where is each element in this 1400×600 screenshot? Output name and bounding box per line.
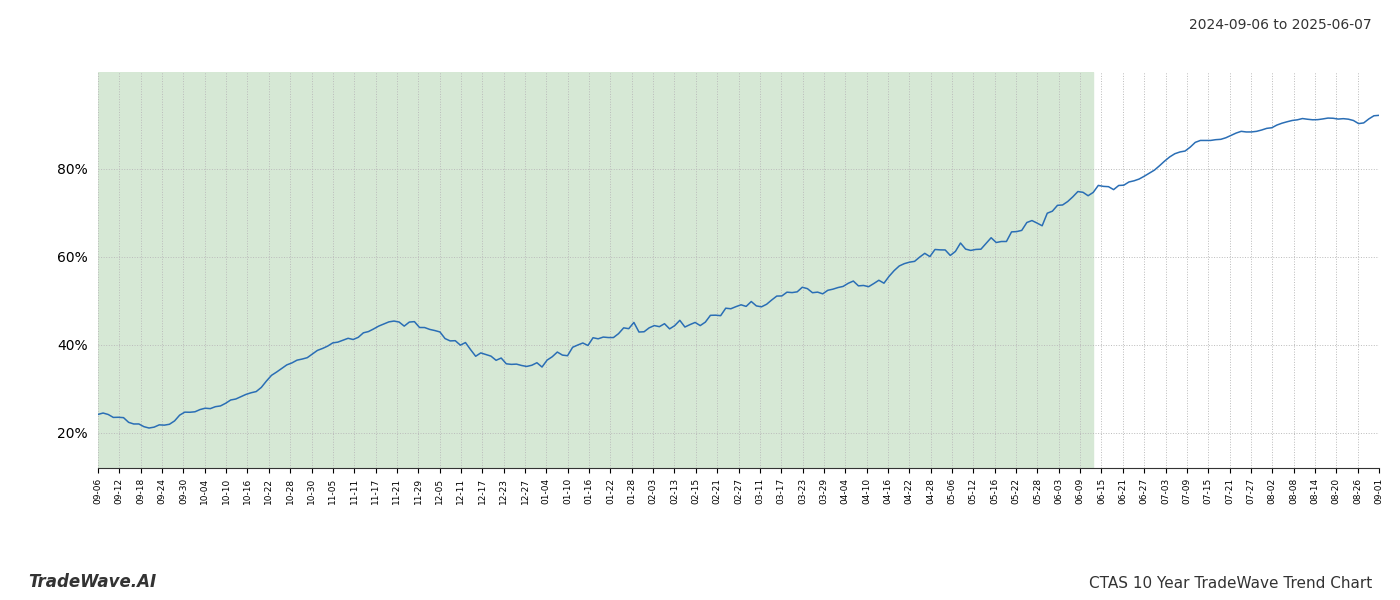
Text: 2024-09-06 to 2025-06-07: 2024-09-06 to 2025-06-07 <box>1190 18 1372 32</box>
Text: CTAS 10 Year TradeWave Trend Chart: CTAS 10 Year TradeWave Trend Chart <box>1089 576 1372 591</box>
Text: TradeWave.AI: TradeWave.AI <box>28 573 157 591</box>
Bar <box>98 72 1093 468</box>
